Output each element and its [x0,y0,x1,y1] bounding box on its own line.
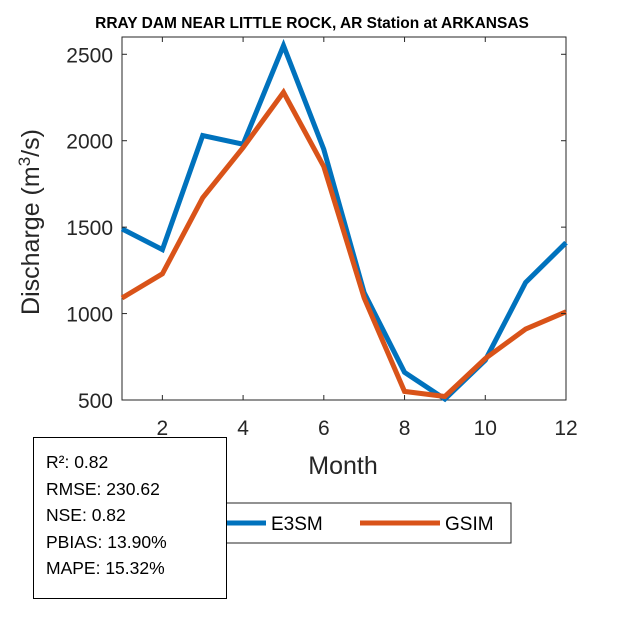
x-tick-label: 2 [157,417,169,440]
x-ticks: 2 4 6 8 10 12 [157,37,578,440]
stat-r2: R²: 0.82 [46,452,109,472]
y-tick-label: 1500 [66,217,113,240]
stat-rmse: RMSE: 230.62 [46,478,160,499]
legend-label-e3sm: E3SM [271,514,323,535]
stat-pbias: PBIAS: 13.90% [46,531,167,552]
y-tick-label: 2000 [66,131,113,154]
chart-title: RRAY DAM NEAR LITTLE ROCK, AR Station at… [95,15,529,32]
y-tick-label: 2500 [66,44,113,67]
x-tick-label: 4 [237,417,249,440]
series-layer [120,38,568,403]
stat-nse: NSE: 0.82 [46,505,126,525]
series-line-gsim [120,87,567,400]
y-tick-label: 1000 [66,304,113,327]
x-tick-label: 12 [554,417,577,440]
y-tick-label: 500 [78,390,113,413]
x-tick-label: 10 [474,417,497,440]
x-tick-label: 6 [318,417,330,440]
y-ticks: 500 1000 1500 2000 2500 [66,44,566,413]
legend-label-gsim: GSIM [445,514,494,535]
legend: E3SM GSIM [221,502,512,544]
series-line-e3sm [120,38,568,403]
stat-mape: MAPE: 15.32% [46,558,165,578]
x-axis-label: Month [308,452,377,480]
y-axis-label: Discharge (m3/s) [15,129,45,315]
x-tick-label: 8 [399,417,411,440]
stats-box: R²: 0.82 RMSE: 230.62 NSE: 0.82 PBIAS: 1… [33,437,227,599]
